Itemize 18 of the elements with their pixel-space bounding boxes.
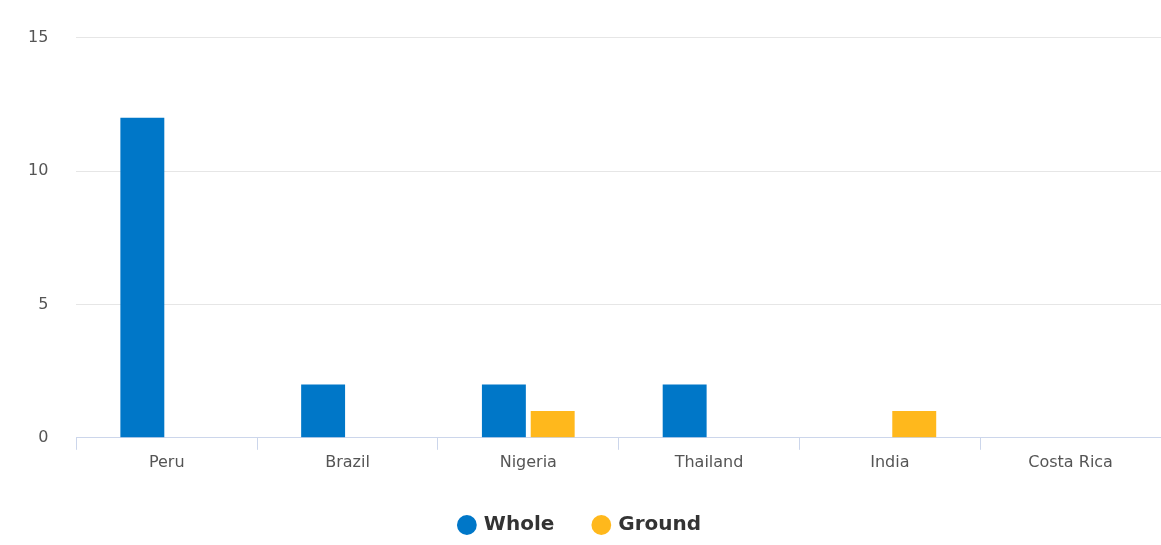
bar [120, 117, 165, 438]
x-tick-label: Brazil [325, 451, 370, 471]
x-tick-label: Costa Rica [1028, 451, 1113, 471]
y-tick-label: 0 [38, 426, 49, 446]
x-tick-label: Peru [148, 451, 185, 471]
y-tick-label: 10 [28, 160, 49, 180]
legend-label: Whole [483, 511, 555, 536]
bar [301, 384, 346, 438]
bar [530, 411, 575, 438]
x-tick-label: Thailand [673, 451, 744, 471]
x-tick-label: India [870, 451, 910, 471]
legend-label: Ground [618, 511, 702, 536]
y-tick-label: 15 [28, 26, 49, 46]
y-tick-label: 5 [38, 293, 49, 313]
x-tick-label: Nigeria [499, 451, 557, 471]
bar [892, 411, 937, 438]
bar [481, 384, 526, 438]
bar [662, 384, 707, 438]
